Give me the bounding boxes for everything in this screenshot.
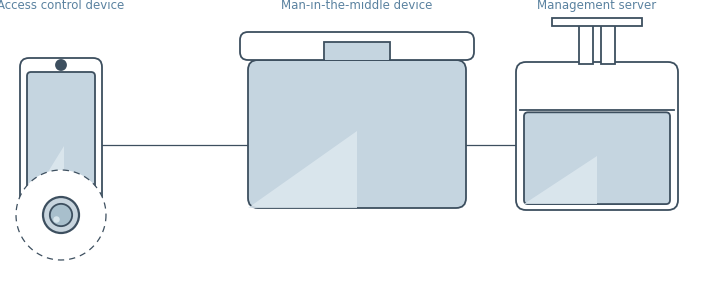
Circle shape <box>43 197 79 233</box>
Bar <box>325 42 389 60</box>
Bar <box>579 24 593 64</box>
Polygon shape <box>248 131 357 208</box>
Bar <box>601 24 615 64</box>
FancyBboxPatch shape <box>240 32 474 60</box>
FancyBboxPatch shape <box>27 72 95 206</box>
Text: Management server: Management server <box>538 0 657 12</box>
FancyBboxPatch shape <box>20 58 102 220</box>
Circle shape <box>16 170 106 260</box>
FancyBboxPatch shape <box>516 62 678 210</box>
FancyBboxPatch shape <box>524 112 670 204</box>
Circle shape <box>56 60 66 70</box>
Circle shape <box>50 204 72 226</box>
Polygon shape <box>524 156 597 204</box>
FancyBboxPatch shape <box>248 60 466 208</box>
Text: Man-in-the-middle device: Man-in-the-middle device <box>282 0 433 12</box>
Bar <box>552 18 642 26</box>
Polygon shape <box>27 146 65 206</box>
Text: Access control device: Access control device <box>0 0 124 12</box>
Circle shape <box>53 216 60 223</box>
